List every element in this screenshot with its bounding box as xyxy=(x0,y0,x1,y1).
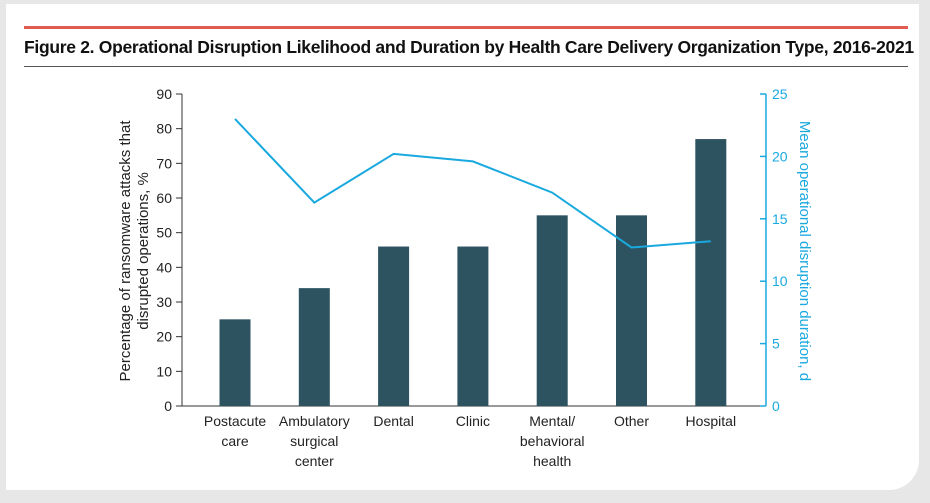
right-axis-tick-label: 0 xyxy=(772,398,780,414)
title-rule xyxy=(24,66,908,67)
category-label: Mental/behavioral health xyxy=(520,413,585,469)
bar xyxy=(298,288,330,406)
bar xyxy=(616,215,647,406)
right-axis-tick-label: 25 xyxy=(772,86,788,102)
category-label: Ambulatory surgical center xyxy=(279,413,350,469)
right-axis-tick-label: 5 xyxy=(772,336,780,352)
accent-rule xyxy=(24,26,908,29)
left-axis-tick-label: 70 xyxy=(156,155,172,171)
bar xyxy=(457,246,489,406)
category-label: Hospital xyxy=(686,413,737,429)
left-axis-tick-label: 20 xyxy=(156,329,172,345)
category-label: Postacute care xyxy=(204,413,266,449)
bar xyxy=(378,246,410,406)
right-axis-tick-label: 10 xyxy=(772,273,788,289)
left-axis-tick-label: 10 xyxy=(156,363,172,379)
right-axis-tick-label: 15 xyxy=(772,211,788,227)
left-axis-tick-label: 40 xyxy=(156,259,172,275)
figure-title: Figure 2. Operational Disruption Likelih… xyxy=(24,37,914,57)
left-axis-tick-label: 60 xyxy=(156,190,172,206)
right-axis-title: Mean operational disruption duration, d xyxy=(796,121,813,381)
left-axis-tick-label: 80 xyxy=(156,121,172,137)
left-axis-tick-label: 0 xyxy=(164,398,172,414)
category-label: Other xyxy=(614,413,649,429)
bar xyxy=(695,139,727,407)
bar xyxy=(536,215,568,406)
category-label: Clinic xyxy=(456,413,490,429)
series-line xyxy=(234,118,711,249)
right-axis-tick-label: 20 xyxy=(772,148,788,164)
left-axis-tick-label: 90 xyxy=(156,86,172,102)
left-axis-tick-label: 30 xyxy=(156,294,172,310)
left-axis-title: Percentage of ransomware attacks thatdis… xyxy=(117,120,152,382)
left-axis-tick-label: 50 xyxy=(156,225,172,241)
category-label: Dental xyxy=(373,413,413,429)
bar xyxy=(219,319,251,406)
